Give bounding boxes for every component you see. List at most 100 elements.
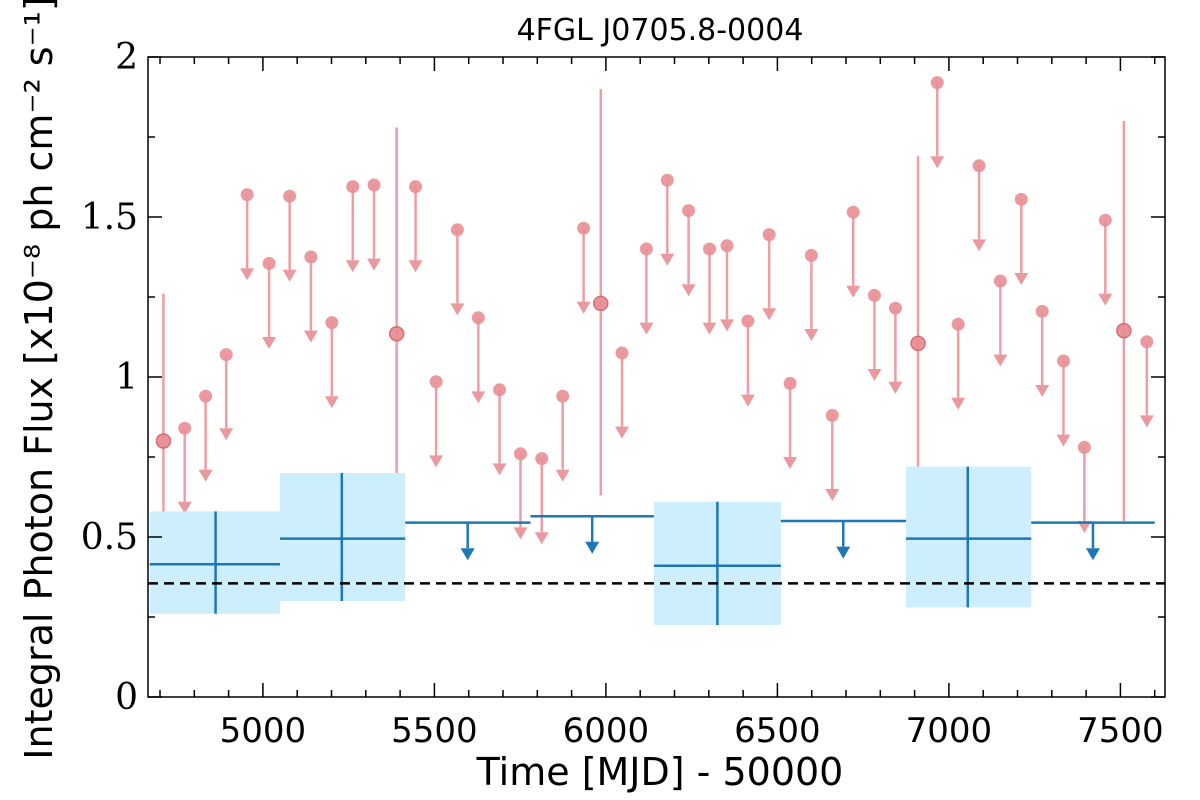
upper-limit-arrowhead: [1056, 434, 1071, 447]
upper-limit-arrowhead: [762, 308, 777, 321]
data-point: [388, 326, 405, 342]
y-axis-label: Integral Photon Flux [x10⁻⁸ ph cm⁻² s⁻¹]: [17, 0, 61, 760]
upper-limit-arrowhead: [303, 330, 318, 343]
upper-limit-arrowhead: [951, 397, 966, 410]
upper-limit-arrowhead: [198, 469, 213, 482]
upper-limit-arrowhead: [702, 322, 717, 335]
upper-limit-arrowhead: [660, 253, 675, 266]
upper-limit-arrowhead: [1085, 548, 1100, 561]
chart-title: 4FGL J0705.8-0004: [517, 13, 804, 48]
upper-limit-point: [409, 180, 423, 194]
data-point: [910, 335, 926, 352]
upper-limit-point: [325, 316, 339, 330]
upper-limit-arrowhead: [783, 457, 798, 469]
upper-limit-arrowhead: [740, 394, 755, 407]
upper-limit-arrowhead: [681, 284, 696, 297]
upper-limit-arrowhead: [262, 337, 277, 349]
upper-limit-point: [972, 159, 986, 173]
upper-limit-arrowhead: [930, 156, 945, 169]
upper-limit-arrowhead: [460, 548, 475, 561]
upper-limit-point: [762, 228, 776, 242]
y-tick-label: 0.5: [81, 517, 138, 558]
upper-limit-arrowhead: [555, 469, 570, 482]
long-bin-series: [149, 466, 1155, 625]
x-tick-label: 7000: [906, 711, 993, 751]
upper-limit-arrowhead: [825, 489, 840, 501]
upper-limit-point: [219, 348, 233, 362]
upper-limit-point: [951, 317, 965, 331]
upper-limit-point: [471, 311, 485, 325]
upper-limit-arrowhead: [1077, 521, 1092, 533]
x-tick-label: 5500: [391, 711, 478, 751]
upper-limit-point: [846, 205, 860, 219]
upper-limit-point: [783, 376, 797, 390]
upper-limit-arrowhead: [993, 354, 1008, 367]
upper-limit-arrowhead: [719, 319, 734, 332]
upper-limit-point: [262, 256, 276, 270]
upper-limit-point: [1140, 335, 1154, 349]
x-tick-label: 6500: [734, 711, 821, 751]
upper-limit-point: [429, 375, 443, 389]
upper-limit-point: [741, 314, 755, 328]
x-tick-label: 6000: [563, 711, 650, 751]
short-bin-series: [155, 76, 1154, 560]
upper-limit-point: [1098, 213, 1112, 227]
y-tick-label: 2: [115, 37, 138, 78]
upper-limit-point: [615, 346, 629, 360]
upper-limit-point: [720, 239, 734, 253]
upper-limit-arrowhead: [450, 303, 465, 316]
upper-limit-point: [240, 188, 254, 202]
upper-limit-arrowhead: [836, 546, 851, 559]
upper-limit-point: [493, 383, 507, 397]
y-tick-label: 0: [115, 677, 138, 718]
x-tick-label: 5000: [220, 711, 307, 751]
axis-ticks: [148, 56, 1165, 698]
upper-limit-arrowhead: [324, 396, 339, 409]
upper-limit-point: [930, 76, 944, 90]
data-point: [155, 433, 172, 449]
upper-limit-arrowhead: [367, 258, 382, 271]
upper-limit-point: [867, 288, 881, 302]
upper-limit-point: [304, 250, 318, 264]
upper-limit-arrowhead: [639, 322, 654, 335]
upper-limit-arrowhead: [615, 426, 630, 439]
upper-limit-point: [1077, 440, 1091, 454]
upper-limit-point: [199, 389, 213, 403]
upper-limit-point: [450, 223, 464, 237]
data-point: [1116, 322, 1132, 339]
upper-limit-arrowhead: [471, 391, 486, 404]
upper-limit-arrowhead: [513, 527, 528, 540]
upper-limit-arrowhead: [846, 285, 861, 298]
upper-limit-arrowhead: [1035, 385, 1050, 397]
upper-limit-arrowhead: [429, 455, 444, 468]
upper-limit-arrowhead: [888, 381, 903, 394]
upper-limit-arrowhead: [240, 268, 255, 281]
upper-limit-point: [804, 248, 818, 262]
x-axis-label: Time [MJD] - 50000: [476, 750, 844, 794]
upper-limit-point: [346, 180, 360, 194]
upper-limit-point: [535, 452, 549, 466]
upper-limit-arrowhead: [576, 301, 591, 314]
upper-limit-point: [1014, 192, 1028, 206]
upper-limit-arrowhead: [972, 239, 987, 252]
upper-limit-arrowhead: [492, 463, 507, 476]
upper-limit-point: [577, 221, 591, 235]
upper-limit-arrowhead: [1098, 293, 1113, 306]
x-tick-labels: 5000 5500 6000 6500 7000 7500: [220, 711, 1164, 751]
upper-limit-arrowhead: [1014, 273, 1029, 285]
upper-limit-arrowhead: [282, 269, 297, 282]
y-tick-label: 1.5: [81, 197, 138, 238]
upper-limit-arrowhead: [585, 541, 600, 554]
upper-limit-point: [513, 447, 527, 461]
upper-limit-arrowhead: [867, 369, 882, 381]
upper-limit-arrowhead: [408, 260, 423, 273]
upper-limit-point: [639, 242, 653, 256]
y-tick-labels: 0 0.5 1 1.5 2: [81, 37, 138, 718]
upper-limit-arrowhead: [219, 428, 234, 441]
upper-limit-point: [367, 178, 381, 192]
upper-limit-point: [682, 204, 696, 218]
y-tick-label: 1: [115, 357, 138, 398]
upper-limit-arrowhead: [534, 532, 549, 545]
upper-limit-point: [660, 173, 674, 187]
